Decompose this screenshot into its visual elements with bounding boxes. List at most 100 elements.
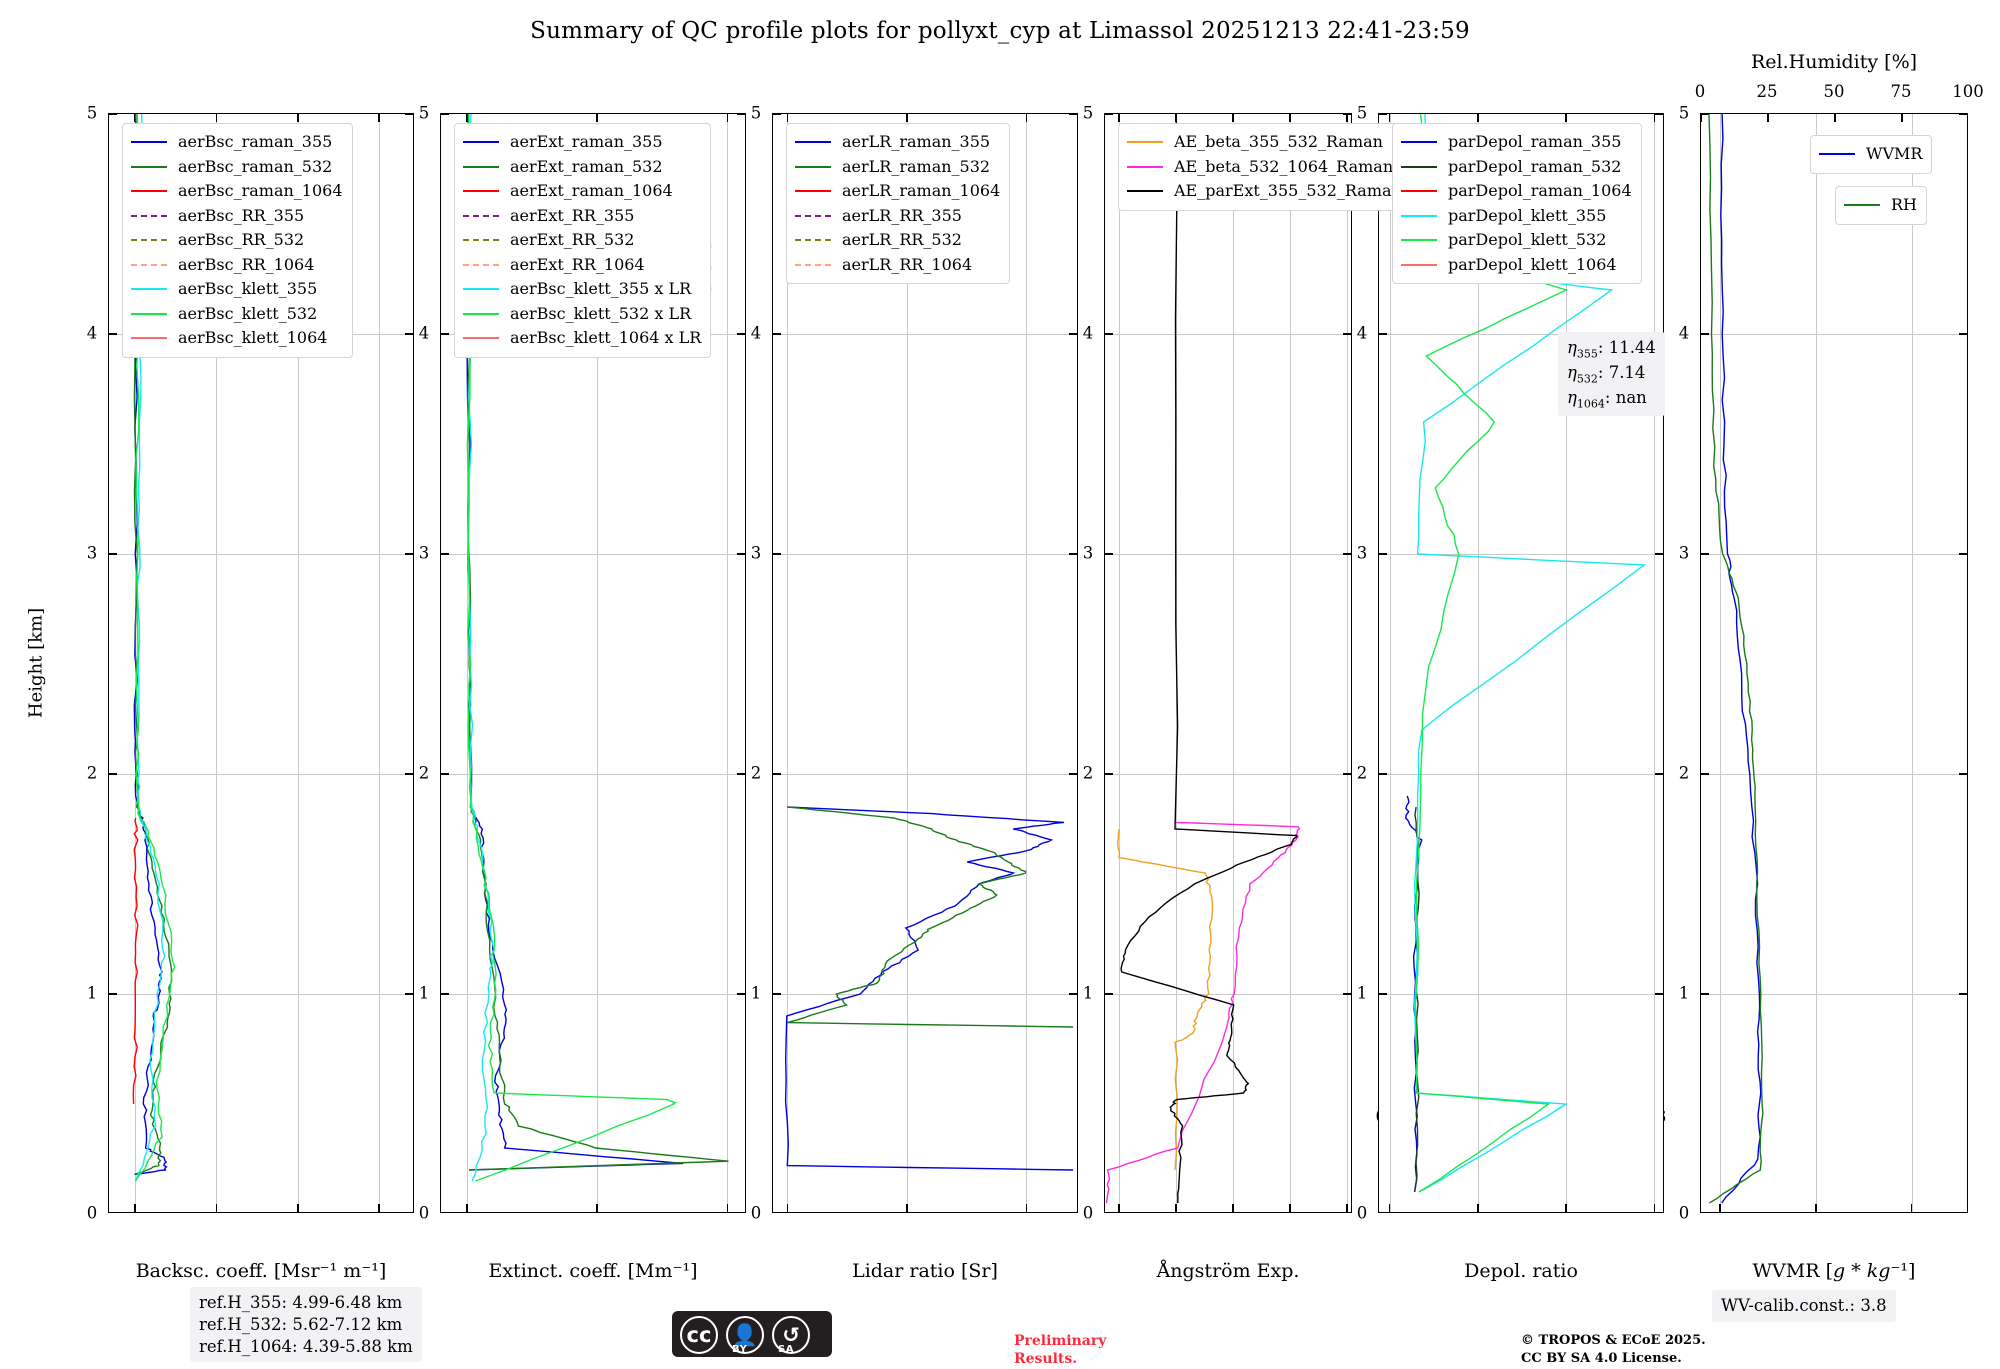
legend-swatch-aerBsc_raman_355 [131, 141, 167, 144]
cc-sa-icon: ↺ [772, 1316, 810, 1354]
rh-tick [1834, 114, 1836, 122]
legend-item[interactable]: aerBsc_klett_1064 [131, 326, 343, 351]
y-tick [441, 333, 449, 335]
x-tick [1719, 1204, 1721, 1212]
legend-swatch-aerLR_RR_355 [795, 214, 831, 217]
legend-item[interactable]: aerLR_raman_355 [795, 130, 1000, 155]
curves-backscatter [132, 114, 176, 1182]
rh-tick-label: 100 [1952, 82, 1984, 101]
legend-item[interactable]: parDepol_klett_1064 [1401, 253, 1632, 278]
x-tick-top [1477, 114, 1479, 122]
legend-item[interactable]: aerExt_raman_1064 [463, 179, 701, 204]
legend-label: aerLR_RR_1064 [842, 254, 973, 274]
y-tick-label: 0 [1082, 1203, 1094, 1223]
legend-item[interactable]: aerExt_RR_1064 [463, 253, 701, 278]
legend-item[interactable]: aerLR_raman_1064 [795, 179, 1000, 204]
legend-swatch-aerBsc_klett_1064 x LR [463, 337, 499, 340]
y-tick [1701, 553, 1709, 555]
legend-item[interactable]: aerLR_RR_1064 [795, 253, 1000, 278]
gridline-h [1105, 334, 1351, 335]
legend-angstrom-exponent[interactable]: AE_beta_355_532_Raman AE_beta_532_1064_Ra… [1118, 123, 1412, 211]
series-RH [1708, 114, 1764, 1204]
x-tick [1815, 1204, 1817, 1212]
legend-item[interactable]: aerBsc_raman_1064 [131, 179, 343, 204]
gridline-h [1379, 554, 1663, 555]
y-tick-right [1959, 993, 1967, 995]
legend-item[interactable]: aerBsc_RR_355 [131, 204, 343, 229]
legend-item[interactable]: AE_beta_355_532_Raman [1127, 130, 1402, 155]
series-parDepol_raman_355 [1404, 795, 1423, 1193]
y-tick-label: 3 [750, 543, 762, 563]
legend-label: aerBsc_RR_532 [178, 230, 305, 250]
eta-row-355: η355: 11.44 [1567, 338, 1656, 361]
legend-label: aerBsc_raman_532 [178, 156, 333, 176]
legend-item[interactable]: parDepol_klett_355 [1401, 204, 1632, 229]
gridline-v [1911, 114, 1913, 1212]
x-axis-title-angstrom-exponent: Ångström Exp. [1156, 1260, 1300, 1282]
legend-item[interactable]: aerBsc_raman_355 [131, 130, 343, 155]
legend-item[interactable]: aerBsc_raman_532 [131, 155, 343, 180]
panel-lidar-ratio [772, 113, 1078, 1213]
y-tick-label: 2 [1082, 763, 1094, 783]
legend-swatch-aerBsc_RR_355 [131, 214, 167, 217]
legend-item[interactable]: aerExt_raman_532 [463, 155, 701, 180]
eta-row-532: η532: 7.14 [1567, 362, 1646, 386]
ref-height-355: ref.H_355: 4.99-6.48 km [199, 1293, 403, 1312]
legend-item[interactable]: aerBsc_RR_532 [131, 228, 343, 253]
legend-label: aerExt_RR_355 [510, 205, 635, 225]
legend-item[interactable]: aerExt_RR_532 [463, 228, 701, 253]
y-tick [773, 333, 781, 335]
y-tick [1701, 773, 1709, 775]
legend-backscatter[interactable]: aerBsc_raman_355 aerBsc_raman_532 aerBsc_r… [122, 123, 353, 358]
legend-item[interactable]: parDepol_raman_532 [1401, 155, 1632, 180]
y-tick-right [1069, 553, 1077, 555]
legend-swatch-parDepol_klett_532 [1401, 239, 1437, 242]
legend-item[interactable]: aerBsc_klett_532 [131, 302, 343, 327]
x-axis-title-lidar-ratio: Lidar ratio [Sr] [852, 1260, 998, 1282]
curves-lidar-ratio [784, 806, 1074, 1171]
legend-swatch-RH [1844, 204, 1880, 207]
legend-item[interactable]: parDepol_klett_532 [1401, 228, 1632, 253]
legend-lidar-ratio[interactable]: aerLR_raman_355 aerLR_raman_532 aerLR_rama… [786, 123, 1011, 284]
legend-item[interactable]: aerBsc_klett_355 x LR [463, 277, 701, 302]
y-tick [109, 553, 117, 555]
legend-label: aerBsc_klett_532 x LR [510, 303, 692, 323]
legend-label: aerLR_RR_532 [842, 230, 962, 250]
legend-item[interactable]: WVMR [1819, 142, 1922, 167]
gridline-h [441, 994, 745, 995]
gridline-v [1389, 114, 1391, 1212]
legend-item[interactable]: aerBsc_klett_532 x LR [463, 302, 701, 327]
x-tick-top [1118, 114, 1121, 122]
legend-depolarization[interactable]: parDepol_raman_355 parDepol_raman_532 parD… [1392, 123, 1642, 284]
plot-frame-lidar-ratio [772, 113, 1078, 1213]
legend-item[interactable]: aerExt_raman_355 [463, 130, 701, 155]
x-tick [726, 1204, 729, 1212]
x-tick-top [1025, 114, 1028, 122]
legend-item[interactable]: aerLR_RR_355 [795, 204, 1000, 229]
x-tick-top [1388, 114, 1391, 122]
x-tick-top [378, 114, 380, 122]
legend-label: aerExt_RR_532 [510, 230, 635, 250]
legend-item[interactable]: aerBsc_klett_1064 x LR [463, 326, 701, 351]
legend-swatch-aerBsc_raman_532 [131, 165, 167, 168]
series-aerBsc_klett_532 x LR [466, 114, 678, 1182]
legend-item[interactable]: aerExt_RR_355 [463, 204, 701, 229]
y-tick [109, 773, 117, 775]
panel-angstrom-exponent [1104, 113, 1352, 1213]
panel-depolarization [1378, 113, 1664, 1213]
legend-swatch-WVMR [1819, 153, 1855, 156]
legend-item[interactable]: aerLR_raman_532 [795, 155, 1000, 180]
legend-wvmr[interactable]: WVMR [1810, 135, 1933, 174]
legend-item[interactable]: aerBsc_klett_355 [131, 277, 343, 302]
legend-rh[interactable]: RH [1835, 186, 1927, 225]
legend-extinction[interactable]: aerExt_raman_355 aerExt_raman_532 aerExt_r… [454, 123, 712, 358]
legend-item[interactable]: parDepol_raman_355 [1401, 130, 1632, 155]
legend-item[interactable]: aerLR_RR_532 [795, 228, 1000, 253]
legend-item[interactable]: AE_beta_532_1064_Raman [1127, 155, 1402, 180]
legend-item[interactable]: RH [1844, 193, 1917, 218]
legend-item[interactable]: AE_parExt_355_532_Raman [1127, 179, 1402, 204]
legend-item[interactable]: parDepol_raman_1064 [1401, 179, 1632, 204]
legend-swatch-aerBsc_RR_1064 [131, 263, 167, 266]
legend-swatch-AE_parExt_355_532_Raman [1127, 190, 1163, 193]
legend-item[interactable]: aerBsc_RR_1064 [131, 253, 343, 278]
